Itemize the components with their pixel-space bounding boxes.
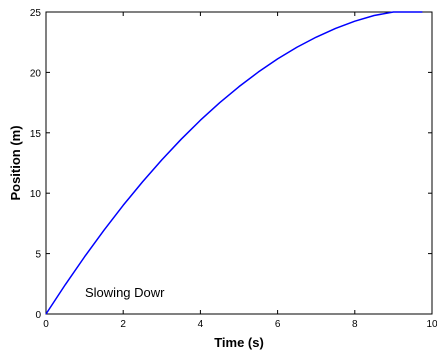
y-tick-label: 0	[35, 310, 41, 321]
y-tick-label: 5	[35, 250, 41, 261]
series-line-0	[45, 11, 423, 315]
y-tick-label: 10	[30, 189, 42, 200]
annotation-label: Slowing Dowr	[85, 285, 165, 300]
tick-layer	[45, 11, 433, 315]
x-axis-title: Time (s)	[214, 335, 264, 350]
tick-label-layer: 0 2 4 6 8 10 0 5 10 15 20 25	[30, 8, 437, 330]
x-tick-label: 2	[120, 319, 126, 330]
series-layer	[45, 11, 423, 315]
y-tick-label: 25	[30, 8, 42, 19]
x-tick-label: 0	[43, 319, 49, 330]
x-tick-label: 10	[426, 319, 437, 330]
x-tick-label: 6	[275, 319, 281, 330]
y-tick-label: 15	[30, 129, 42, 140]
x-tick-label: 8	[352, 319, 358, 330]
plot-area	[45, 11, 433, 315]
y-axis-title: Position (m)	[8, 125, 23, 200]
x-tick-label: 4	[198, 319, 204, 330]
y-tick-label: 20	[30, 68, 42, 79]
